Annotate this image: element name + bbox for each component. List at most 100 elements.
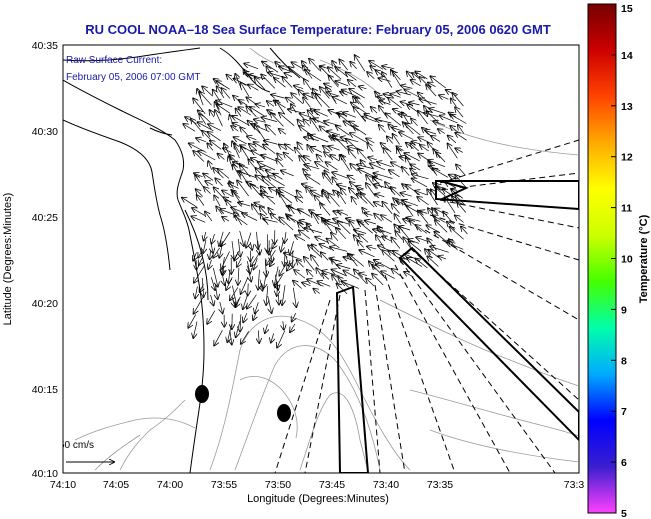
current-arrow [282,77,293,88]
current-arrow [418,111,428,125]
current-arrow [250,241,252,250]
current-arrow [395,231,403,240]
current-arrow [353,126,367,136]
current-arrow [205,181,214,185]
current-arrow [376,119,392,124]
current-arrow [411,80,421,87]
current-arrow [214,187,224,198]
current-arrow [243,313,247,322]
current-arrow [346,72,357,81]
current-arrow [378,78,391,81]
current-arrow [263,219,278,222]
current-arrow [250,184,260,195]
current-arrow [311,255,319,267]
current-arrow [278,294,279,305]
current-arrow [358,234,369,243]
x-tick: 73:50 [265,479,291,491]
current-arrow [200,92,212,106]
current-arrow [266,125,277,136]
colorbar-tick-label: 10 [621,254,633,266]
x-tick: 74:10 [50,479,76,491]
current-arrow [254,119,266,122]
current-arrow [213,247,220,258]
current-arrow [240,314,241,331]
current-arrow [284,232,286,243]
current-arrow [313,289,321,294]
current-arrow [305,70,322,82]
current-arrow [448,136,457,144]
current-arrow [286,256,288,266]
current-arrow [255,302,259,313]
current-arrow [239,230,244,246]
current-arrow [355,97,365,108]
current-arrow [394,214,401,224]
current-arrow [258,240,260,255]
current-arrow [366,278,375,287]
current-arrow [238,203,251,207]
current-arrow [328,193,340,207]
current-arrow [234,137,247,145]
current-arrow [439,95,449,99]
current-arrow [387,137,393,144]
current-arrow [194,265,205,283]
current-arrow [290,241,294,254]
current-arrow [317,155,324,163]
current-arrow [382,236,392,241]
current-arrow [261,155,278,162]
current-arrow [221,251,230,269]
x-axis-label: Longitude (Degrees:Minutes) [247,493,389,505]
current-arrow [304,165,320,170]
x-axis-ticks: 74:10 74:05 74:00 73:55 73:50 73:45 73:4… [50,479,585,491]
current-arrow [305,175,321,185]
x-tick: 73:3 [564,479,585,491]
current-arrow [382,202,393,215]
current-arrow [220,209,233,215]
current-arrow [219,231,224,246]
current-arrow [195,175,204,187]
current-arrow [456,165,466,176]
current-arrow [430,246,449,253]
current-arrow [198,122,214,132]
current-arrow [270,249,273,262]
colorbar-label: Temperature (°C) [638,214,650,303]
current-arrow [457,202,467,213]
current-arrow [373,173,393,179]
current-arrow [271,333,274,342]
current-arrow [193,252,196,261]
current-arrow [227,75,233,81]
current-arrow [382,72,393,88]
current-arrow [303,119,310,127]
current-arrow [461,227,468,235]
current-arrow [203,239,206,253]
current-arrow [270,113,284,127]
current-arrow [409,102,420,105]
current-arrow [262,117,278,122]
current-arrow [208,124,222,131]
current-arrow [287,260,294,270]
current-arrow [210,110,214,118]
current-arrow [226,277,233,290]
current-arrow [270,258,275,267]
current-arrow [200,284,204,292]
x-tick: 73:45 [319,479,345,491]
current-arrow [372,274,384,286]
current-arrow [417,197,429,206]
current-arrow [390,94,401,98]
current-arrow [285,73,293,77]
current-arrow [433,121,446,126]
current-arrow [188,314,197,327]
current-arrow [236,296,241,307]
current-arrow [300,114,312,118]
current-arrow [310,118,320,132]
current-arrow [260,167,268,169]
colorbar-tick-label: 11 [621,203,632,215]
current-arrow [419,99,437,105]
current-arrow [338,222,351,235]
current-arrow [359,273,368,276]
current-arrow [418,211,429,224]
current-arrow [297,260,304,268]
current-arrow [281,171,294,177]
current-arrow [236,321,241,337]
current-arrow [450,126,458,133]
